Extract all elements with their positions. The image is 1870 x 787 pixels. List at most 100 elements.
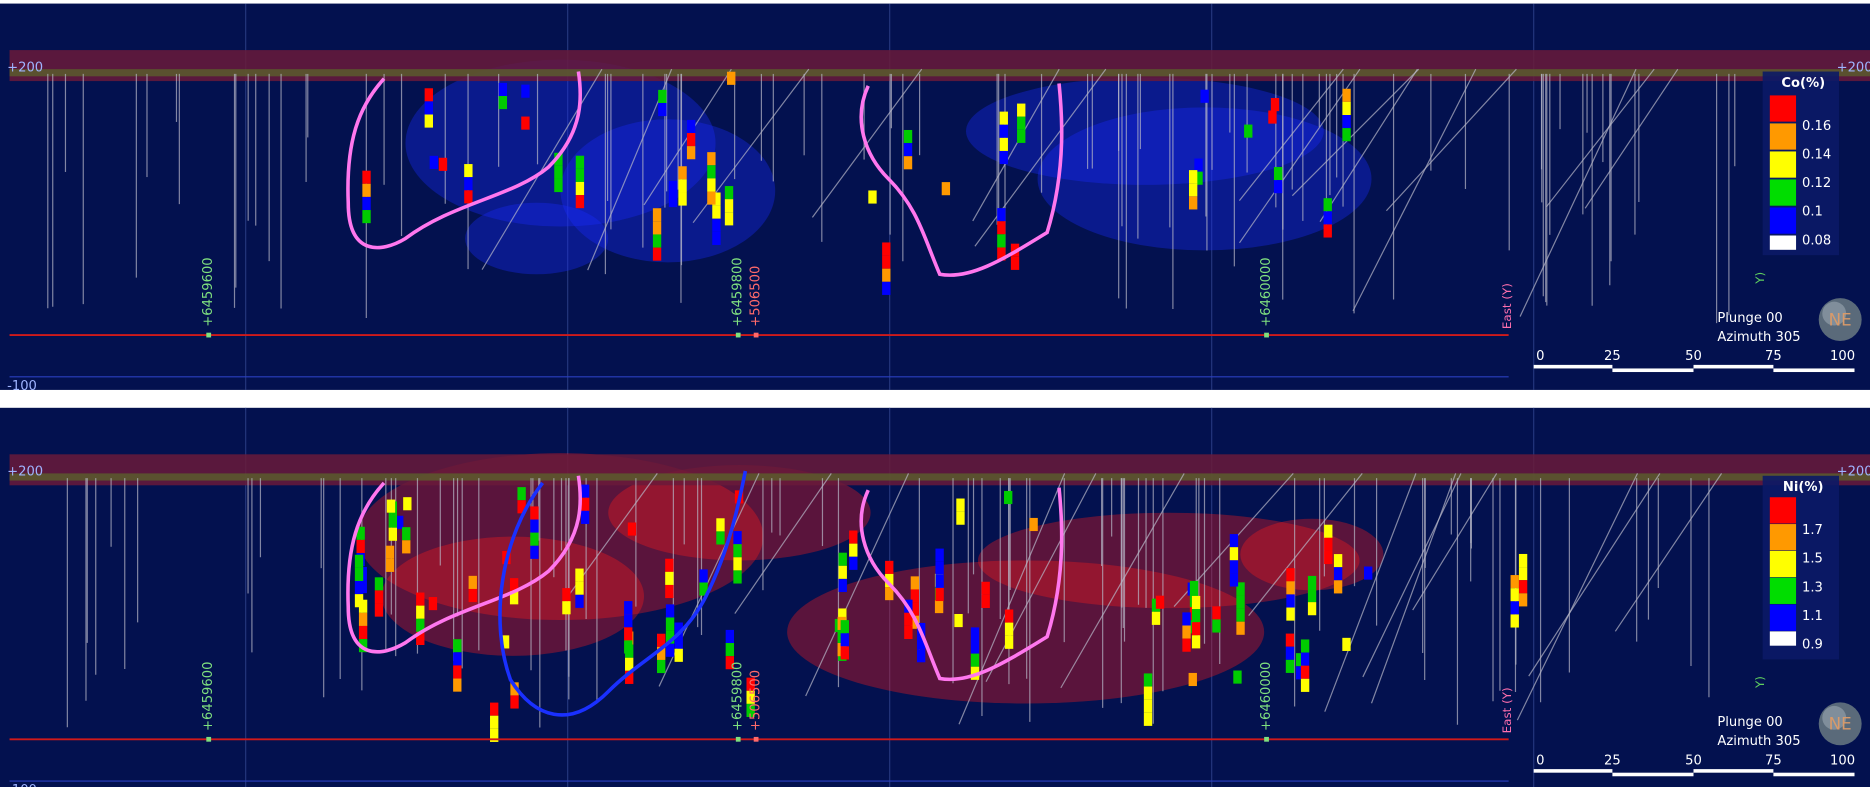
assay-interval bbox=[997, 247, 1006, 261]
scale-label: 100 bbox=[1830, 349, 1855, 364]
assay-interval bbox=[356, 526, 365, 540]
assay-interval bbox=[1285, 659, 1295, 673]
ore-body bbox=[560, 119, 776, 263]
assay-interval bbox=[1324, 524, 1333, 538]
legend-swatch bbox=[1769, 179, 1797, 206]
assay-interval bbox=[1286, 594, 1295, 608]
scale-label: 25 bbox=[1604, 349, 1621, 364]
assay-interval bbox=[838, 608, 847, 622]
assay-interval bbox=[686, 146, 696, 160]
ore-body bbox=[357, 453, 764, 621]
assay-interval bbox=[999, 124, 1008, 138]
assay-interval bbox=[1295, 666, 1305, 680]
assay-interval bbox=[903, 129, 913, 144]
assay-interval bbox=[716, 518, 725, 532]
assay-interval bbox=[746, 677, 755, 691]
legend-label: 0.9 bbox=[1802, 638, 1823, 653]
scale-label: 0 bbox=[1536, 349, 1544, 364]
elevation-label: -100 bbox=[7, 379, 37, 394]
orientation-globe-label: NE bbox=[1829, 310, 1852, 329]
assay-interval bbox=[530, 506, 539, 520]
assay-interval bbox=[402, 540, 411, 554]
domain-outline bbox=[859, 83, 1064, 277]
section-panel: +200 +200 -100 +6459600 +6459800+506500 +6460… bbox=[0, 407, 1870, 787]
assay-interval bbox=[674, 648, 683, 662]
assay-interval bbox=[1323, 198, 1332, 212]
scale-bar-segment bbox=[1533, 769, 1613, 773]
assay-interval bbox=[746, 703, 755, 717]
legend-label: 0.16 bbox=[1802, 119, 1831, 134]
assay-interval bbox=[1300, 678, 1310, 692]
assay-interval bbox=[934, 600, 944, 614]
assay-interval bbox=[707, 165, 716, 179]
orientation-globe-label: NE bbox=[1829, 714, 1852, 733]
assay-interval bbox=[882, 242, 891, 256]
assay-interval bbox=[580, 510, 590, 524]
assay-interval bbox=[999, 150, 1008, 165]
legend-swatch bbox=[1769, 631, 1797, 646]
assay-interval bbox=[674, 622, 683, 636]
view-azimuth: Azimuth 305 bbox=[1717, 330, 1800, 345]
assay-interval bbox=[416, 618, 425, 632]
scale-label: 0 bbox=[1536, 753, 1544, 768]
assay-interval bbox=[1189, 580, 1199, 595]
assay-interval bbox=[1342, 115, 1351, 129]
assay-interval bbox=[970, 653, 980, 667]
assay-interval bbox=[1300, 652, 1310, 666]
assay-interval bbox=[1300, 639, 1310, 653]
scale-bar-segment bbox=[1533, 364, 1613, 369]
assay-interval bbox=[1229, 534, 1239, 548]
legend-swatch bbox=[1769, 550, 1797, 578]
assay-interval bbox=[712, 192, 721, 206]
section-marker bbox=[753, 332, 759, 338]
assay-interval bbox=[712, 231, 721, 245]
legend-label: 1.3 bbox=[1802, 580, 1823, 595]
assay-interval bbox=[1307, 602, 1317, 616]
assay-interval bbox=[1236, 595, 1245, 609]
assay-interval bbox=[416, 605, 425, 619]
assay-interval bbox=[1295, 653, 1305, 667]
inclined-drill-hole bbox=[1516, 473, 1639, 721]
assay-interval bbox=[500, 635, 510, 649]
assay-interval bbox=[416, 592, 425, 606]
assay-interval bbox=[1307, 589, 1317, 603]
assay-interval bbox=[1270, 98, 1280, 112]
assay-interval bbox=[580, 484, 590, 498]
assay-interval bbox=[707, 152, 716, 166]
scale-bar-segment bbox=[1693, 364, 1774, 369]
assay-interval bbox=[885, 573, 894, 588]
assay-interval bbox=[580, 497, 590, 511]
assay-interval bbox=[1342, 88, 1351, 102]
assay-interval bbox=[624, 601, 633, 615]
assay-interval bbox=[517, 487, 526, 501]
assay-interval bbox=[935, 587, 944, 602]
assay-interval bbox=[1188, 196, 1198, 210]
assay-interval bbox=[1323, 211, 1332, 225]
assay-interval bbox=[665, 584, 674, 599]
assay-interval bbox=[385, 558, 395, 572]
assay-interval bbox=[1324, 550, 1333, 565]
domain-outline bbox=[346, 71, 583, 250]
ore-body bbox=[1240, 518, 1384, 591]
assay-interval bbox=[712, 218, 721, 232]
assay-interval bbox=[554, 178, 563, 193]
topography-band-edge bbox=[9, 473, 1870, 481]
elevation-label: +200 bbox=[1837, 465, 1870, 480]
assay-interval bbox=[1286, 607, 1295, 621]
inclined-drill-hole bbox=[1412, 473, 1498, 611]
elevation-label: -100 bbox=[7, 783, 37, 787]
inclined-drill-hole bbox=[1352, 68, 1477, 312]
assay-interval bbox=[416, 631, 425, 646]
assay-interval bbox=[868, 190, 877, 204]
axis-label: Y) bbox=[1753, 272, 1767, 285]
section-label: +6459600 bbox=[201, 662, 216, 731]
assay-interval bbox=[999, 111, 1008, 125]
assay-interval bbox=[1194, 158, 1203, 172]
assay-interval bbox=[517, 500, 526, 514]
section-marker bbox=[735, 332, 741, 338]
assay-interval bbox=[358, 639, 368, 653]
assay-interval bbox=[624, 627, 633, 641]
assay-interval bbox=[1233, 670, 1242, 684]
assay-interval bbox=[910, 576, 920, 590]
